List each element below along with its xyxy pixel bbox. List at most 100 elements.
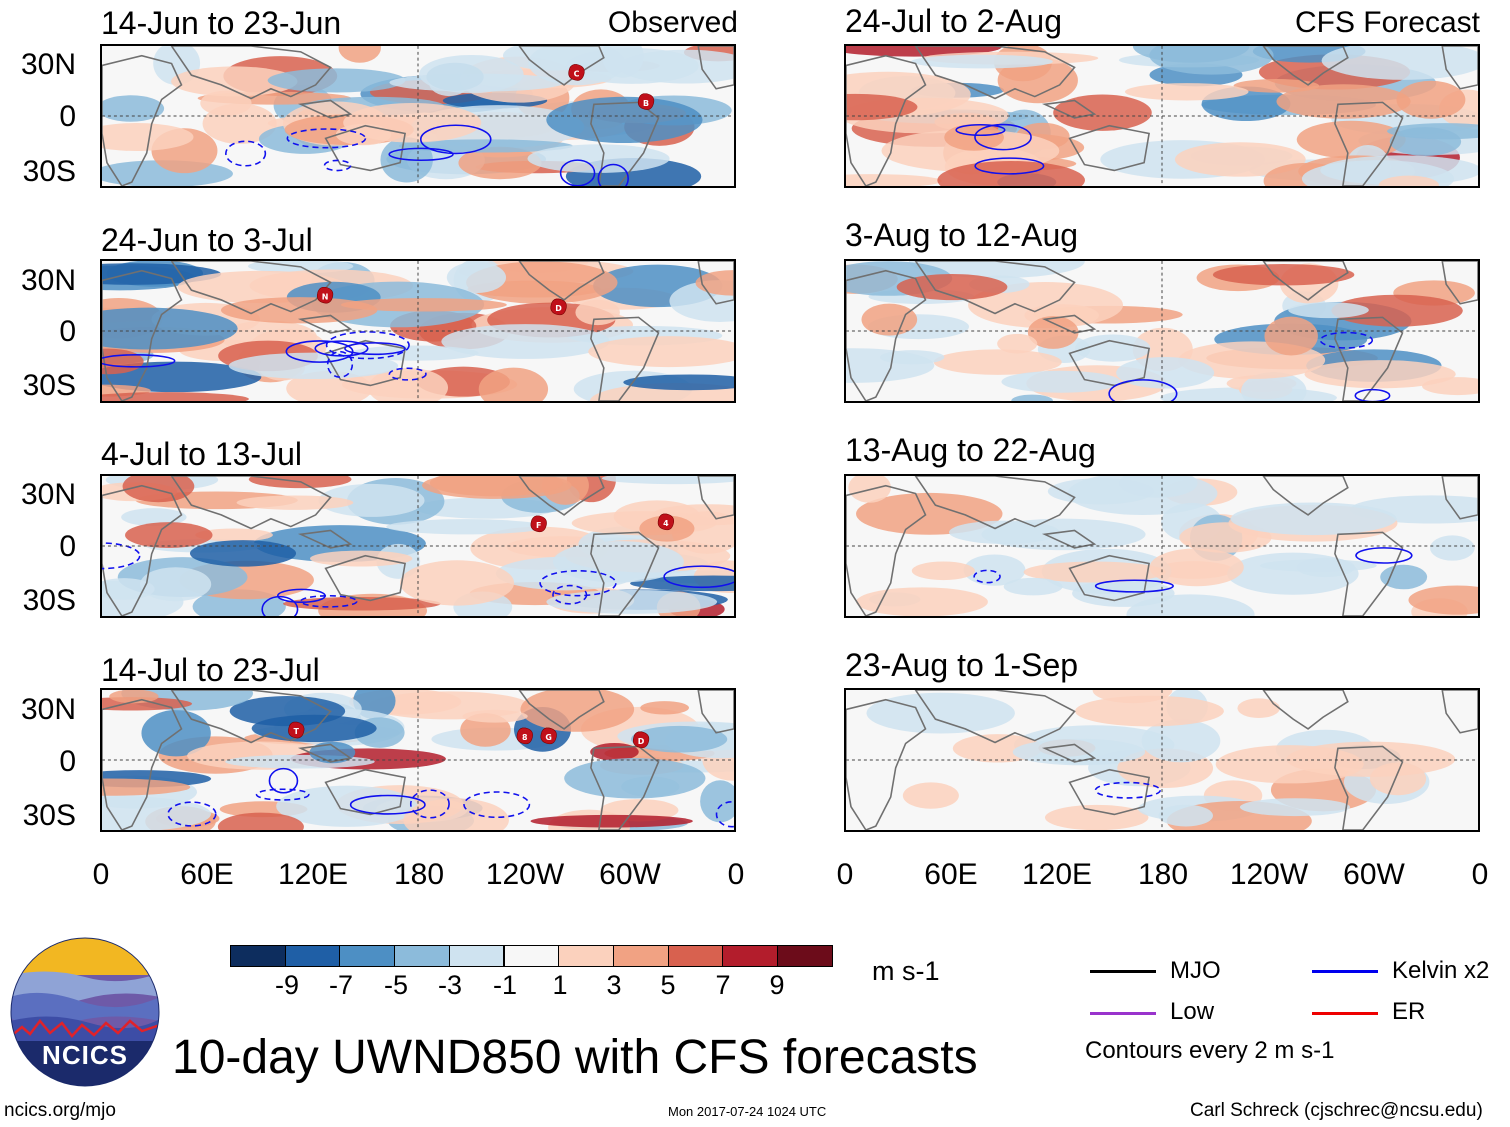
anomaly-blob — [1141, 719, 1221, 763]
lat-label-eq: 0 — [59, 100, 76, 133]
storm-marker: 4 — [657, 513, 675, 531]
continent-outline — [697, 690, 734, 734]
wind-anomaly-field — [846, 261, 1478, 401]
anomaly-blob — [1276, 84, 1411, 119]
anomaly-blob — [1149, 46, 1274, 75]
colorbar-swatch — [448, 945, 505, 967]
panel-title-fcst-4: 23-Aug to 1-Sep — [845, 647, 1079, 683]
continent-outline — [1334, 745, 1404, 830]
continent-outline — [170, 261, 332, 315]
anomaly-blob — [1092, 690, 1173, 704]
continent-outline — [914, 476, 1076, 530]
panel-title-obs-3: 4-Jul to 13-Jul — [101, 436, 302, 472]
anomaly-blob — [1288, 302, 1369, 319]
colorbar-tick-label: -9 — [274, 970, 299, 1000]
lat-label-30s: 30S — [22, 584, 76, 617]
legend-line-er — [1312, 1012, 1378, 1015]
lon-label-120w: 120W — [485, 858, 565, 891]
anomaly-blob — [1149, 548, 1244, 587]
continent-outline — [1334, 101, 1404, 186]
continent-outline — [324, 339, 406, 387]
wind-anomaly-field — [846, 476, 1478, 616]
anomaly-blob — [1011, 394, 1053, 401]
anomaly-blob — [267, 68, 406, 93]
continent-outline — [102, 484, 183, 616]
anomaly-blob — [866, 692, 1015, 734]
anomaly-blob — [1158, 804, 1213, 827]
continent-outline — [1441, 476, 1478, 520]
anomaly-blob — [911, 54, 1053, 69]
observed-label: Observed — [607, 6, 738, 39]
anomaly-blob — [530, 814, 693, 828]
lon-label-180: 180 — [393, 858, 445, 891]
storm-marker: G — [540, 727, 557, 745]
storm-marker: D — [550, 298, 567, 316]
kelvin-contour — [597, 163, 629, 186]
footer-url[interactable]: ncics.org/mjo — [4, 1100, 116, 1121]
panel-title-fcst-3: 13-Aug to 22-Aug — [845, 432, 1096, 468]
continent-outline — [914, 46, 1076, 100]
anomaly-blob — [102, 123, 194, 151]
colorbar-swatch — [339, 945, 396, 967]
wind-anomaly-field: T 8 G D — [102, 690, 734, 830]
kelvin-contour — [419, 124, 492, 155]
legend-label-mjo: MJO — [1170, 957, 1221, 984]
continent-outline — [324, 768, 406, 816]
continent-outline — [1068, 554, 1150, 602]
anomaly-blob — [1241, 372, 1307, 401]
wind-anomaly-field: CB — [102, 46, 734, 186]
anomaly-blob — [564, 758, 706, 799]
anomaly-blob — [102, 392, 249, 401]
kelvin-contour — [1354, 388, 1391, 401]
lon-label-60w: 60W — [599, 858, 661, 891]
lon-label-0: 0 — [727, 858, 745, 891]
anomaly-blob — [575, 299, 620, 326]
anomaly-blob — [400, 560, 515, 606]
colorbar-tick-label: 5 — [660, 970, 676, 1000]
main-title: 10-day UWND850 with CFS forecasts — [172, 1031, 978, 1084]
svg-text:G: G — [545, 733, 552, 742]
kelvin-contour — [552, 584, 588, 605]
legend-label-kelvin: Kelvin x2 — [1392, 957, 1490, 984]
legend-label-er: ER — [1392, 998, 1426, 1025]
kelvin-contour — [225, 140, 267, 167]
anomaly-blob — [1027, 316, 1079, 349]
lat-label-eq: 0 — [59, 530, 76, 563]
continent-outline — [102, 698, 183, 830]
lon-label-60e: 60E — [180, 858, 234, 891]
colorbar-tick-label: -5 — [383, 970, 408, 1000]
anomaly-blob — [338, 46, 381, 63]
anomaly-blob — [102, 361, 262, 393]
continent-outline — [697, 476, 734, 520]
anomaly-blob — [441, 324, 610, 359]
colorbar-tick-label: -3 — [437, 970, 462, 1000]
anomaly-blob — [368, 367, 448, 401]
colorbar-tick-label: -1 — [492, 970, 517, 1000]
anomaly-blob — [318, 483, 425, 517]
kelvin-contour — [102, 542, 141, 570]
continent-outline — [1441, 46, 1478, 90]
forecast-label: CFS Forecast — [1294, 6, 1480, 39]
anomaly-blob — [478, 367, 549, 401]
svg-text:8: 8 — [522, 733, 528, 742]
anomaly-blob — [911, 561, 975, 581]
anomaly-blob — [1264, 316, 1318, 356]
map-panel-obs-4: T 8 G D — [100, 688, 736, 832]
anomaly-blob — [1233, 79, 1320, 93]
anomaly-blob — [102, 796, 212, 830]
kelvin-contour — [388, 367, 427, 381]
colorbar-swatch — [230, 945, 286, 967]
continent-outline — [518, 261, 605, 301]
continent-outline — [518, 476, 605, 516]
kelvin-contour — [974, 157, 1045, 175]
continent-outline — [170, 46, 332, 100]
colorbar-units: m s-1 — [872, 956, 940, 986]
map-panel-fcst-1 — [844, 44, 1480, 188]
anomaly-blob — [1126, 594, 1255, 616]
kelvin-contour — [1319, 331, 1374, 349]
kelvin-contour — [663, 565, 734, 589]
colorbar-swatch — [777, 945, 833, 967]
continent-outline — [102, 54, 183, 186]
lat-label-30s: 30S — [22, 799, 76, 832]
